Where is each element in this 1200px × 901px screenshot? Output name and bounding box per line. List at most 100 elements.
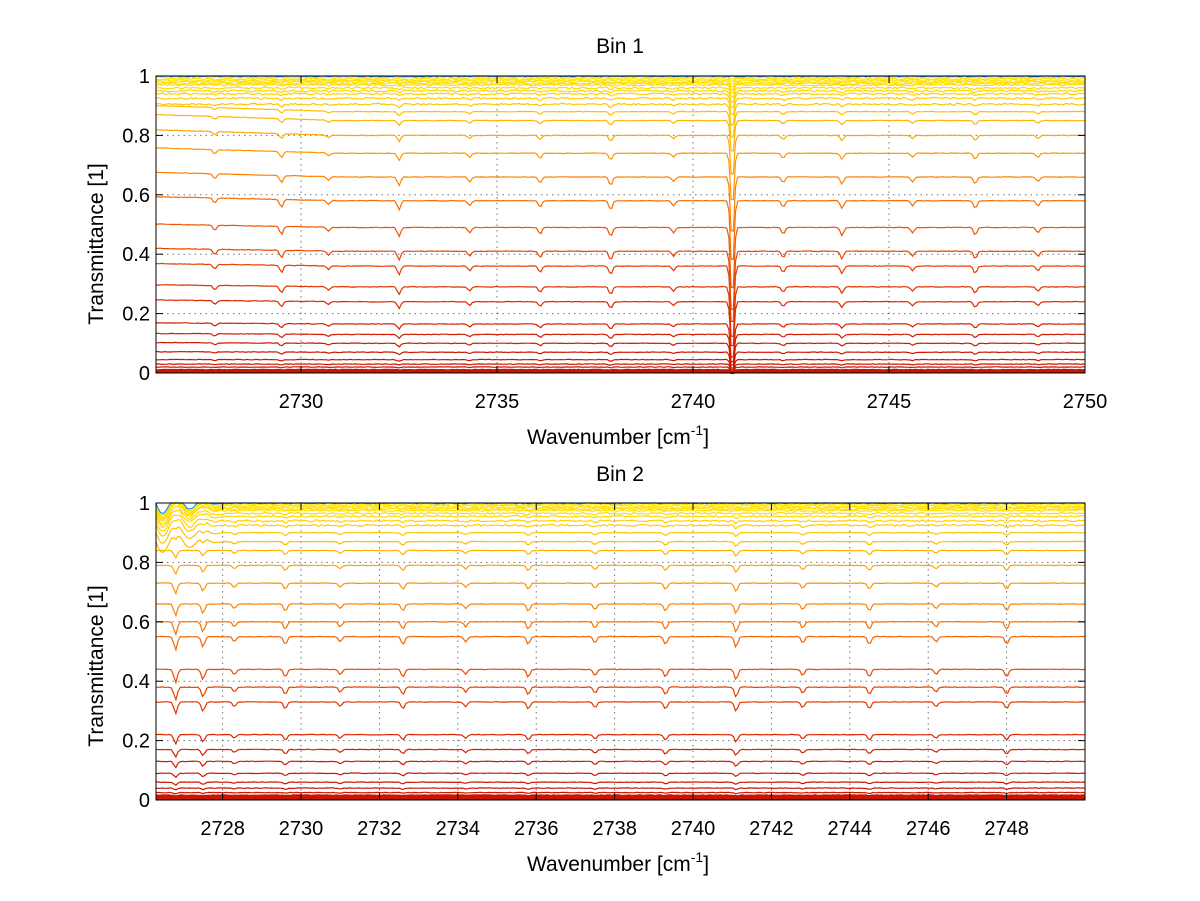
y-tick-label: 0.6: [122, 185, 150, 207]
series-line: [155, 787, 1086, 791]
series-line: [155, 196, 1086, 261]
series-line: [155, 549, 1086, 560]
x-axis-label: Wavenumber [cm-1]: [527, 422, 709, 449]
x-tick-label: 2736: [514, 818, 559, 840]
series-line: [155, 794, 1086, 798]
x-tick-label: 2734: [436, 818, 481, 840]
series-line: [156, 582, 1086, 596]
series-line: [155, 80, 1086, 88]
series-line: [155, 81, 1086, 91]
series-line: [155, 505, 1086, 526]
series-line: [155, 791, 1086, 795]
x-tick-label: 2740: [671, 818, 716, 840]
series-lines: [155, 75, 1086, 375]
series-line: [155, 102, 1086, 127]
x-tick-label: 2728: [200, 818, 245, 840]
chart-panel-bin-2: Bin 2 2728 2730 2732 2734 2736 2738 2740 2742 27…: [85, 463, 1086, 876]
series-line: [156, 772, 1086, 779]
series-line: [155, 526, 1086, 545]
series-line: [155, 350, 1086, 369]
y-tick-label: 0: [139, 363, 150, 385]
plot-frame: [155, 502, 1086, 801]
y-tick-label: 0.2: [122, 304, 150, 326]
x-tick-label: 2750: [1063, 391, 1108, 413]
y-tick-label: 1: [139, 66, 150, 88]
series-line: [155, 564, 1086, 576]
series-line: [155, 332, 1086, 363]
axes: [155, 502, 1086, 801]
series-line: [156, 223, 1086, 289]
series-line: [155, 129, 1086, 175]
y-tick-label: 0.8: [122, 552, 150, 574]
y-tick-label: 0.4: [122, 671, 150, 693]
x-tick-label: 2730: [279, 818, 324, 840]
series-line: [155, 519, 1086, 537]
series-line: [155, 502, 1086, 523]
series-line: [155, 284, 1086, 338]
series-line: [155, 83, 1086, 94]
series-line: [155, 75, 1086, 80]
series-line: [155, 502, 1086, 520]
series-line: [155, 502, 1086, 519]
series-line: [155, 509, 1085, 529]
y-tick-label: 1: [139, 493, 150, 515]
series-line: [155, 92, 1086, 108]
series-line: [155, 104, 1086, 138]
series-line: [156, 341, 1086, 366]
series-line: [155, 358, 1086, 371]
series-line: [155, 760, 1086, 769]
series-line: [156, 733, 1085, 746]
series-line: [156, 299, 1085, 347]
y-axis-label: Transmittance [1]: [85, 163, 108, 324]
series-line: [155, 86, 1086, 98]
x-tick-label: 2735: [475, 391, 520, 413]
series-line: [155, 635, 1086, 652]
grid: [156, 502, 1085, 801]
series-line: [155, 535, 1086, 554]
x-axis-label: Wavenumber [cm-1]: [527, 849, 709, 876]
series-line: [155, 620, 1086, 637]
chart-title: Bin 2: [596, 463, 644, 486]
series-line: [155, 748, 1085, 759]
x-tick-label: 2748: [984, 818, 1029, 840]
series-line: [155, 781, 1086, 786]
x-tick-label: 2732: [357, 818, 402, 840]
y-axis-label: Transmittance [1]: [85, 585, 108, 746]
x-tick-label: 2738: [592, 818, 637, 840]
x-tick-label: 2730: [279, 391, 324, 413]
y-tick-label: 0.8: [122, 125, 150, 147]
x-tick-label: 2742: [749, 818, 794, 840]
series-line: [155, 262, 1086, 323]
series-line: [155, 514, 1086, 532]
x-tick-label: 2746: [906, 818, 951, 840]
series-line: [155, 113, 1086, 152]
x-tick-label: 2740: [671, 391, 716, 413]
series-line: [155, 603, 1085, 618]
chart-panel-bin-1: Bin 1 2730 2735 2740 2745 2750 0 0.2 0.4 0.6 0.8 1…: [85, 35, 1107, 449]
axes: [155, 75, 1086, 374]
series-line: [155, 96, 1086, 116]
series-lines: [155, 502, 1086, 801]
series-line: [155, 322, 1085, 359]
x-tick-label: 2745: [867, 391, 912, 413]
series-line: [155, 147, 1086, 201]
plot-frame: [155, 75, 1086, 374]
series-line: [155, 247, 1085, 311]
series-line: [155, 668, 1085, 685]
series-line: [156, 795, 1086, 799]
series-line: [155, 686, 1085, 702]
y-tick-label: 0.6: [122, 612, 150, 634]
series-line: [155, 89, 1086, 103]
tick-labels: 2730 2735 2740 2745 2750 0 0.2 0.4 0.6 0.8 1: [122, 66, 1107, 413]
series-line: [155, 366, 1086, 373]
tick-labels: 2728 2730 2732 2734 2736 2738 2740 2742 2744 2746…: [122, 493, 1029, 840]
x-tick-label: 2744: [828, 818, 873, 840]
series-line: [155, 363, 1086, 372]
series-line: [155, 701, 1086, 716]
y-tick-label: 0.2: [122, 731, 150, 753]
series-line: [155, 171, 1085, 232]
series-line: [156, 368, 1086, 374]
y-tick-label: 0: [139, 790, 150, 812]
y-tick-label: 0.4: [122, 244, 150, 266]
